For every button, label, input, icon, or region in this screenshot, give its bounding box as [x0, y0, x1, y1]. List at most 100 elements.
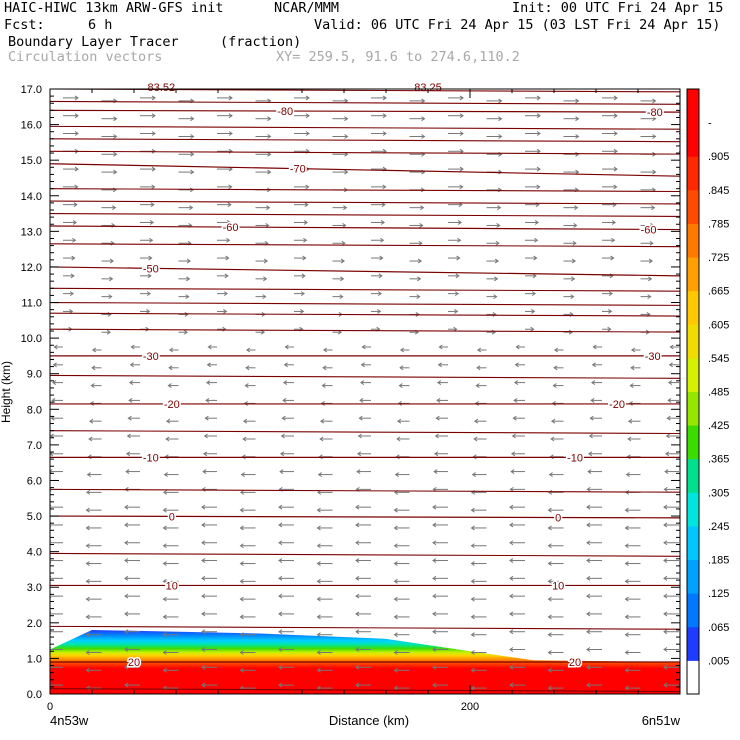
vector-arrow	[294, 113, 310, 119]
vector-arrow	[630, 347, 641, 353]
vector-arrow	[239, 525, 256, 531]
vector-arrow	[202, 451, 217, 457]
vector-arrow	[525, 148, 541, 154]
vector-arrow	[127, 415, 140, 421]
vector-arrow	[409, 134, 426, 139]
vector-arrow	[587, 451, 602, 457]
vector-arrow	[316, 525, 333, 531]
colorbar-label: .665	[708, 286, 729, 298]
vector-arrow	[101, 98, 118, 104]
vector-arrow	[239, 489, 256, 495]
vector-arrow	[509, 682, 525, 688]
vector-arrow	[162, 614, 179, 620]
vector-arrow	[509, 558, 525, 563]
vector-arrow	[124, 575, 140, 581]
vector-arrow	[162, 578, 179, 584]
vector-arrow	[511, 433, 525, 439]
vector-arrow	[279, 469, 294, 474]
vector-arrow	[640, 276, 653, 282]
vector-arrow	[513, 397, 525, 403]
vector-arrow	[470, 507, 487, 513]
vector-arrow	[217, 95, 233, 101]
vector-arrow	[239, 632, 256, 638]
vector-arrow	[586, 593, 602, 599]
vector-arrow	[663, 522, 679, 528]
vector-arrow	[476, 365, 487, 371]
vector-arrow	[278, 575, 294, 581]
vector-arrow	[316, 667, 333, 673]
vector-arrow	[664, 469, 679, 474]
isotherm-line	[50, 225, 680, 231]
vector-arrow	[399, 347, 410, 353]
vector-arrow	[586, 611, 602, 617]
vector-arrow	[63, 131, 79, 136]
colorbar-swatch	[687, 89, 699, 124]
vector-arrow	[239, 578, 256, 584]
vector-arrow	[140, 273, 152, 279]
vector-arrow	[448, 291, 460, 297]
vector-arrow	[125, 469, 140, 474]
vector-arrow	[207, 344, 217, 350]
vector-arrow	[396, 436, 410, 442]
vector-arrow	[393, 632, 410, 638]
vector-arrow	[563, 329, 574, 335]
vector-arrow	[663, 647, 679, 652]
vector-arrow	[665, 433, 679, 439]
vector-arrow	[162, 632, 179, 638]
y-tick-label: 15.0	[21, 155, 42, 167]
vector-arrow	[525, 255, 538, 261]
vector-arrow	[663, 664, 679, 670]
vector-arrow	[470, 543, 487, 549]
vector-arrow	[393, 596, 410, 602]
colorbar-label: .065	[708, 622, 729, 634]
vector-arrow	[432, 504, 448, 510]
vector-arrow	[553, 347, 564, 353]
vector-arrow	[355, 522, 371, 528]
vector-arrow	[355, 540, 371, 546]
vector-arrow	[278, 504, 294, 510]
vector-arrow	[255, 329, 266, 335]
x-axis-label: Distance (km)	[329, 713, 409, 728]
vector-arrow	[602, 220, 617, 225]
vector-arrow	[586, 522, 602, 528]
isotherm-label: -60	[223, 222, 239, 234]
isotherm-label: 0	[169, 511, 175, 523]
vector-arrow	[486, 240, 500, 246]
colorbar-swatch	[687, 492, 699, 527]
isotherm-line	[50, 125, 680, 130]
vector-arrow	[178, 312, 189, 317]
vector-arrow	[88, 436, 102, 442]
vector-arrow	[255, 276, 268, 282]
vector-arrow	[239, 507, 256, 513]
colorbar-label: .005	[708, 655, 729, 667]
vector-arrow	[255, 258, 269, 264]
vector-arrow	[178, 276, 191, 282]
vector-arrow	[547, 507, 564, 513]
vector-arrow	[140, 237, 154, 243]
vector-arrow	[624, 650, 641, 655]
vector-arrow	[321, 383, 333, 389]
vector-arrow	[393, 543, 410, 549]
vector-arrow	[663, 575, 679, 581]
vector-arrow	[514, 362, 525, 368]
y-tick-label: 4.0	[27, 547, 42, 559]
colorbar-label: .245	[708, 521, 729, 533]
vector-arrow	[140, 184, 156, 190]
vector-arrow	[470, 685, 487, 691]
vector-arrow	[201, 593, 217, 599]
vector-arrow	[550, 418, 564, 424]
vector-arrow	[316, 614, 333, 620]
vector-arrow	[85, 632, 102, 638]
vector-arrow	[371, 237, 385, 243]
circulation-vectors	[50, 95, 680, 691]
xy-range: XY= 259.5, 91.6 to 274.6,110.2	[276, 49, 520, 65]
vector-arrow	[205, 397, 217, 403]
vector-arrow	[316, 507, 333, 513]
vector-arrow	[201, 629, 217, 635]
vector-arrow	[124, 522, 140, 528]
vector-arrow	[563, 258, 577, 264]
vector-arrow	[525, 273, 537, 279]
vector-arrow	[124, 540, 140, 546]
vector-arrow	[239, 667, 256, 673]
vector-arrow	[663, 558, 679, 563]
